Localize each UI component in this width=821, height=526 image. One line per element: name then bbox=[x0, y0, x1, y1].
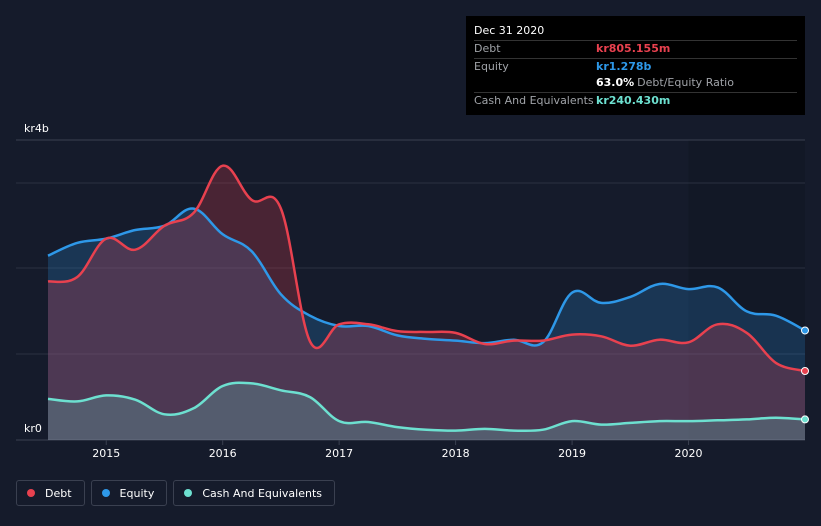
cash-and-equivalents-area bbox=[48, 382, 805, 440]
legend: Debt Equity Cash And Equivalents bbox=[16, 480, 335, 506]
recent-period-shade bbox=[688, 140, 805, 440]
y-tick-label-bottom: kr0 bbox=[24, 422, 42, 435]
legend-label-equity: Equity bbox=[119, 486, 155, 500]
tooltip-equity-label: Equity bbox=[474, 59, 509, 73]
x-tick-label: 2019 bbox=[558, 447, 586, 460]
tooltip-debt-value: kr805.155m bbox=[596, 42, 671, 55]
cash-and-equivalents-end-marker bbox=[801, 415, 809, 424]
debt-area bbox=[48, 165, 805, 441]
equity-end-marker bbox=[801, 326, 809, 335]
equity-dot-icon bbox=[101, 489, 110, 497]
tooltip-panel: Dec 31 2020 Debt kr805.155m Equity kr1.2… bbox=[466, 16, 805, 115]
legend-item-equity[interactable]: Equity bbox=[90, 480, 168, 506]
plot-background bbox=[16, 140, 805, 440]
cash-and-equivalents-line bbox=[47, 381, 806, 433]
tooltip-equity-row: Equity kr1.278b bbox=[474, 57, 797, 76]
tooltip-cash-row: Cash And Equivalents kr240.430m bbox=[474, 91, 797, 110]
legend-item-cash[interactable]: Cash And Equivalents bbox=[173, 480, 335, 506]
tooltip-equity-value: kr1.278b bbox=[596, 59, 652, 73]
y-tick-label-top: kr4b bbox=[24, 122, 49, 135]
legend-label-debt: Debt bbox=[45, 486, 72, 500]
x-tick-label: 2020 bbox=[675, 447, 703, 460]
x-axis: 2015 2016 2017 2018 2019 2020 bbox=[92, 440, 703, 460]
tooltip-date: Dec 31 2020 bbox=[474, 24, 545, 37]
tooltip-ratio-label: Debt/Equity Ratio bbox=[637, 76, 734, 89]
legend-item-debt[interactable]: Debt bbox=[16, 480, 85, 506]
debt-end-marker bbox=[801, 367, 809, 375]
tooltip-debt-row: Debt kr805.155m bbox=[474, 40, 797, 58]
tooltip-ratio-value: 63.0% bbox=[596, 76, 635, 89]
gridlines bbox=[16, 139, 805, 441]
tooltip-cash-value: kr240.430m bbox=[596, 93, 671, 107]
x-tick-label: 2016 bbox=[209, 447, 237, 460]
forecast-shade bbox=[688, 140, 805, 440]
x-tick-label: 2017 bbox=[325, 447, 353, 460]
debt-line bbox=[47, 164, 806, 373]
tooltip-debt-label: Debt bbox=[474, 42, 501, 55]
series-lines bbox=[47, 164, 806, 433]
equity-line bbox=[47, 207, 806, 347]
tooltip-cash-label: Cash And Equivalents bbox=[474, 93, 594, 107]
legend-label-cash: Cash And Equivalents bbox=[202, 486, 322, 500]
end-markers bbox=[801, 326, 809, 424]
x-tick-label: 2018 bbox=[442, 447, 470, 460]
cash-dot-icon bbox=[184, 489, 193, 497]
debt-dot-icon bbox=[27, 489, 35, 497]
tooltip-ratio-row: 63.0% Debt/Equity Ratio bbox=[474, 75, 797, 92]
x-tick-label: 2015 bbox=[92, 447, 120, 460]
